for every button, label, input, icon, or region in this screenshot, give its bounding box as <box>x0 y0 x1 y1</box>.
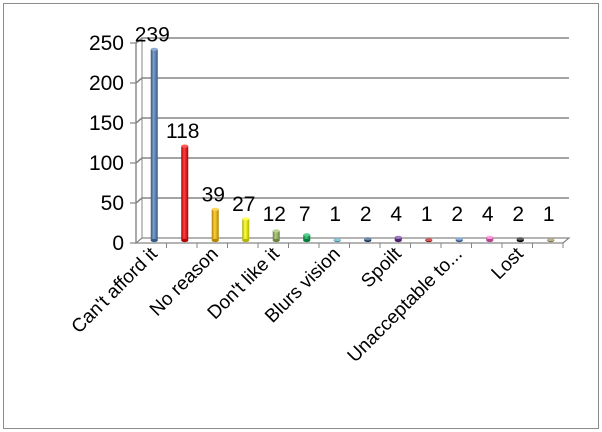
y-tick-label: 150 <box>89 112 124 135</box>
bar <box>303 233 311 243</box>
data-label: 39 <box>202 183 225 206</box>
bar-base <box>303 238 311 243</box>
bar-top <box>242 217 250 221</box>
chart-border <box>3 3 599 429</box>
bar <box>455 237 463 243</box>
bar-top <box>394 235 402 239</box>
bar-top <box>364 237 372 241</box>
data-label: 7 <box>299 203 311 226</box>
data-label: 12 <box>263 203 286 226</box>
bars <box>150 47 555 243</box>
bar-body <box>150 49 158 241</box>
bar-body <box>272 230 280 241</box>
y-tick-label: 0 <box>112 232 124 255</box>
bar-body <box>211 209 219 241</box>
bar-top <box>333 238 341 242</box>
bar <box>547 238 555 243</box>
bar <box>486 235 494 243</box>
bar-body <box>303 234 311 241</box>
data-label: 2 <box>360 203 372 226</box>
bar-top <box>486 235 494 239</box>
bar-base <box>150 238 158 243</box>
data-label: 2 <box>512 203 524 226</box>
data-label: 2 <box>451 203 463 226</box>
data-label: 1 <box>543 203 555 226</box>
bar <box>364 237 372 243</box>
bar-top <box>211 207 219 211</box>
data-label: 1 <box>421 203 433 226</box>
data-label: 239 <box>135 23 170 46</box>
y-tick-label: 200 <box>89 72 124 95</box>
bar <box>150 47 158 243</box>
y-axis-ticks: 0 50 100 150 200 250 <box>89 32 136 255</box>
bar-base <box>242 238 250 243</box>
bar-body <box>242 218 250 241</box>
bar <box>181 144 189 243</box>
data-label: 1 <box>329 203 341 226</box>
bar-base <box>486 238 494 243</box>
bar-base <box>181 238 189 243</box>
bar <box>425 238 433 243</box>
bar-top <box>303 233 311 237</box>
bar <box>211 207 219 243</box>
bar-base <box>394 238 402 243</box>
bar-top <box>425 238 433 242</box>
bar-body <box>181 146 189 241</box>
bar <box>242 217 250 243</box>
bar-top <box>181 144 189 148</box>
bar <box>272 229 280 243</box>
bar <box>516 237 524 243</box>
data-label: 4 <box>390 203 402 226</box>
bar-top <box>455 237 463 241</box>
bar <box>394 235 402 243</box>
bar <box>333 238 341 243</box>
bar-top <box>516 237 524 241</box>
y-tick-label: 100 <box>89 152 124 175</box>
data-label: 4 <box>482 203 494 226</box>
bar-base <box>211 238 219 243</box>
bar-top <box>547 238 555 242</box>
data-label: 27 <box>232 193 255 216</box>
y-tick-label: 50 <box>101 192 124 215</box>
chart-floor <box>134 237 571 244</box>
bar-top <box>272 229 280 233</box>
bar-top <box>150 47 158 51</box>
y-tick-label: 250 <box>89 32 124 55</box>
bar-base <box>272 238 280 243</box>
data-label: 118 <box>166 120 199 143</box>
